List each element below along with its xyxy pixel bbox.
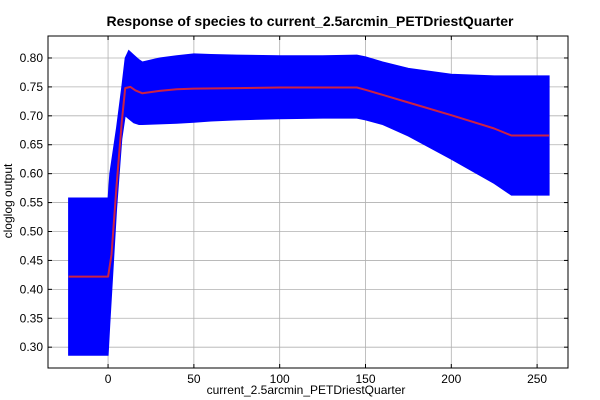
y-tick-label: 0.65	[20, 138, 44, 152]
y-axis-label: cloglog output	[1, 163, 15, 238]
line-layer	[68, 85, 550, 278]
y-tick-label: 0.70	[20, 109, 44, 123]
x-tick-label: 200	[441, 372, 461, 386]
y-axis-ticks: 0.30 0.35 0.40 0.45 0.50 0.55 0.60 0.65 0.70 0.75…	[20, 51, 568, 354]
y-tick-label: 0.40	[20, 282, 44, 296]
y-tick-label: 0.45	[20, 253, 44, 267]
y-tick-label: 0.80	[20, 51, 44, 65]
mean-response-line	[68, 85, 550, 278]
x-tick-label: 250	[527, 372, 547, 386]
x-axis-label: current_2.5arcmin_PETDriestQuarter	[207, 383, 406, 397]
x-tick-label: 50	[187, 372, 201, 386]
plot-frame	[47, 35, 569, 369]
y-tick-label: 0.55	[20, 196, 44, 210]
chart-title: Response of species to current_2.5arcmin…	[107, 13, 514, 29]
y-tick-label: 0.30	[20, 340, 44, 354]
x-tick-label: 150	[355, 372, 375, 386]
y-tick-label: 0.35	[20, 311, 44, 325]
x-tick-label: 100	[270, 372, 290, 386]
x-axis-ticks: 0 50 100 150 200 250	[105, 36, 547, 386]
y-tick-label: 0.75	[20, 80, 44, 94]
y-tick-label: 0.60	[20, 167, 44, 181]
confidence-band	[68, 49, 550, 356]
y-tick-label: 0.50	[20, 224, 44, 238]
band-layer	[68, 49, 550, 356]
x-tick-label: 0	[105, 372, 112, 386]
